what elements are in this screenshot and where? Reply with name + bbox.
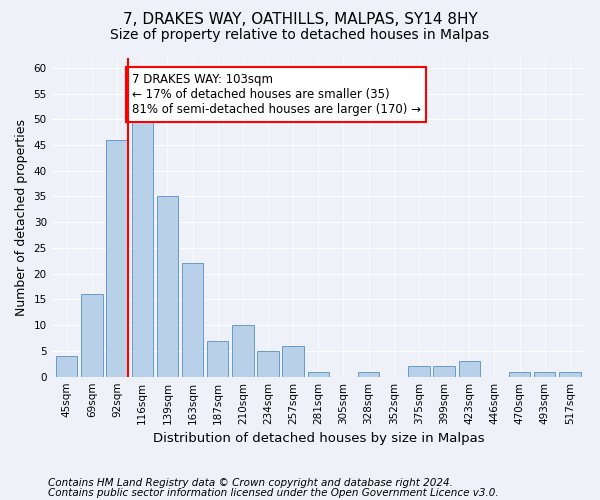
Bar [534, 372, 556, 376]
Bar [232, 325, 254, 376]
Bar [408, 366, 430, 376]
Bar [81, 294, 103, 376]
Bar [106, 140, 128, 376]
Text: Contains public sector information licensed under the Open Government Licence v3: Contains public sector information licen… [48, 488, 499, 498]
Bar [308, 372, 329, 376]
Text: 7 DRAKES WAY: 103sqm
← 17% of detached houses are smaller (35)
81% of semi-detac: 7 DRAKES WAY: 103sqm ← 17% of detached h… [131, 73, 421, 116]
Bar [131, 120, 153, 376]
Bar [559, 372, 581, 376]
Bar [458, 361, 480, 376]
Bar [182, 264, 203, 376]
Bar [433, 366, 455, 376]
Bar [56, 356, 77, 376]
Bar [509, 372, 530, 376]
Text: Size of property relative to detached houses in Malpas: Size of property relative to detached ho… [110, 28, 490, 42]
Y-axis label: Number of detached properties: Number of detached properties [15, 118, 28, 316]
X-axis label: Distribution of detached houses by size in Malpas: Distribution of detached houses by size … [152, 432, 484, 445]
Bar [257, 351, 279, 376]
Text: Contains HM Land Registry data © Crown copyright and database right 2024.: Contains HM Land Registry data © Crown c… [48, 478, 453, 488]
Bar [358, 372, 379, 376]
Text: 7, DRAKES WAY, OATHILLS, MALPAS, SY14 8HY: 7, DRAKES WAY, OATHILLS, MALPAS, SY14 8H… [122, 12, 478, 28]
Bar [283, 346, 304, 376]
Bar [157, 196, 178, 376]
Bar [207, 340, 229, 376]
